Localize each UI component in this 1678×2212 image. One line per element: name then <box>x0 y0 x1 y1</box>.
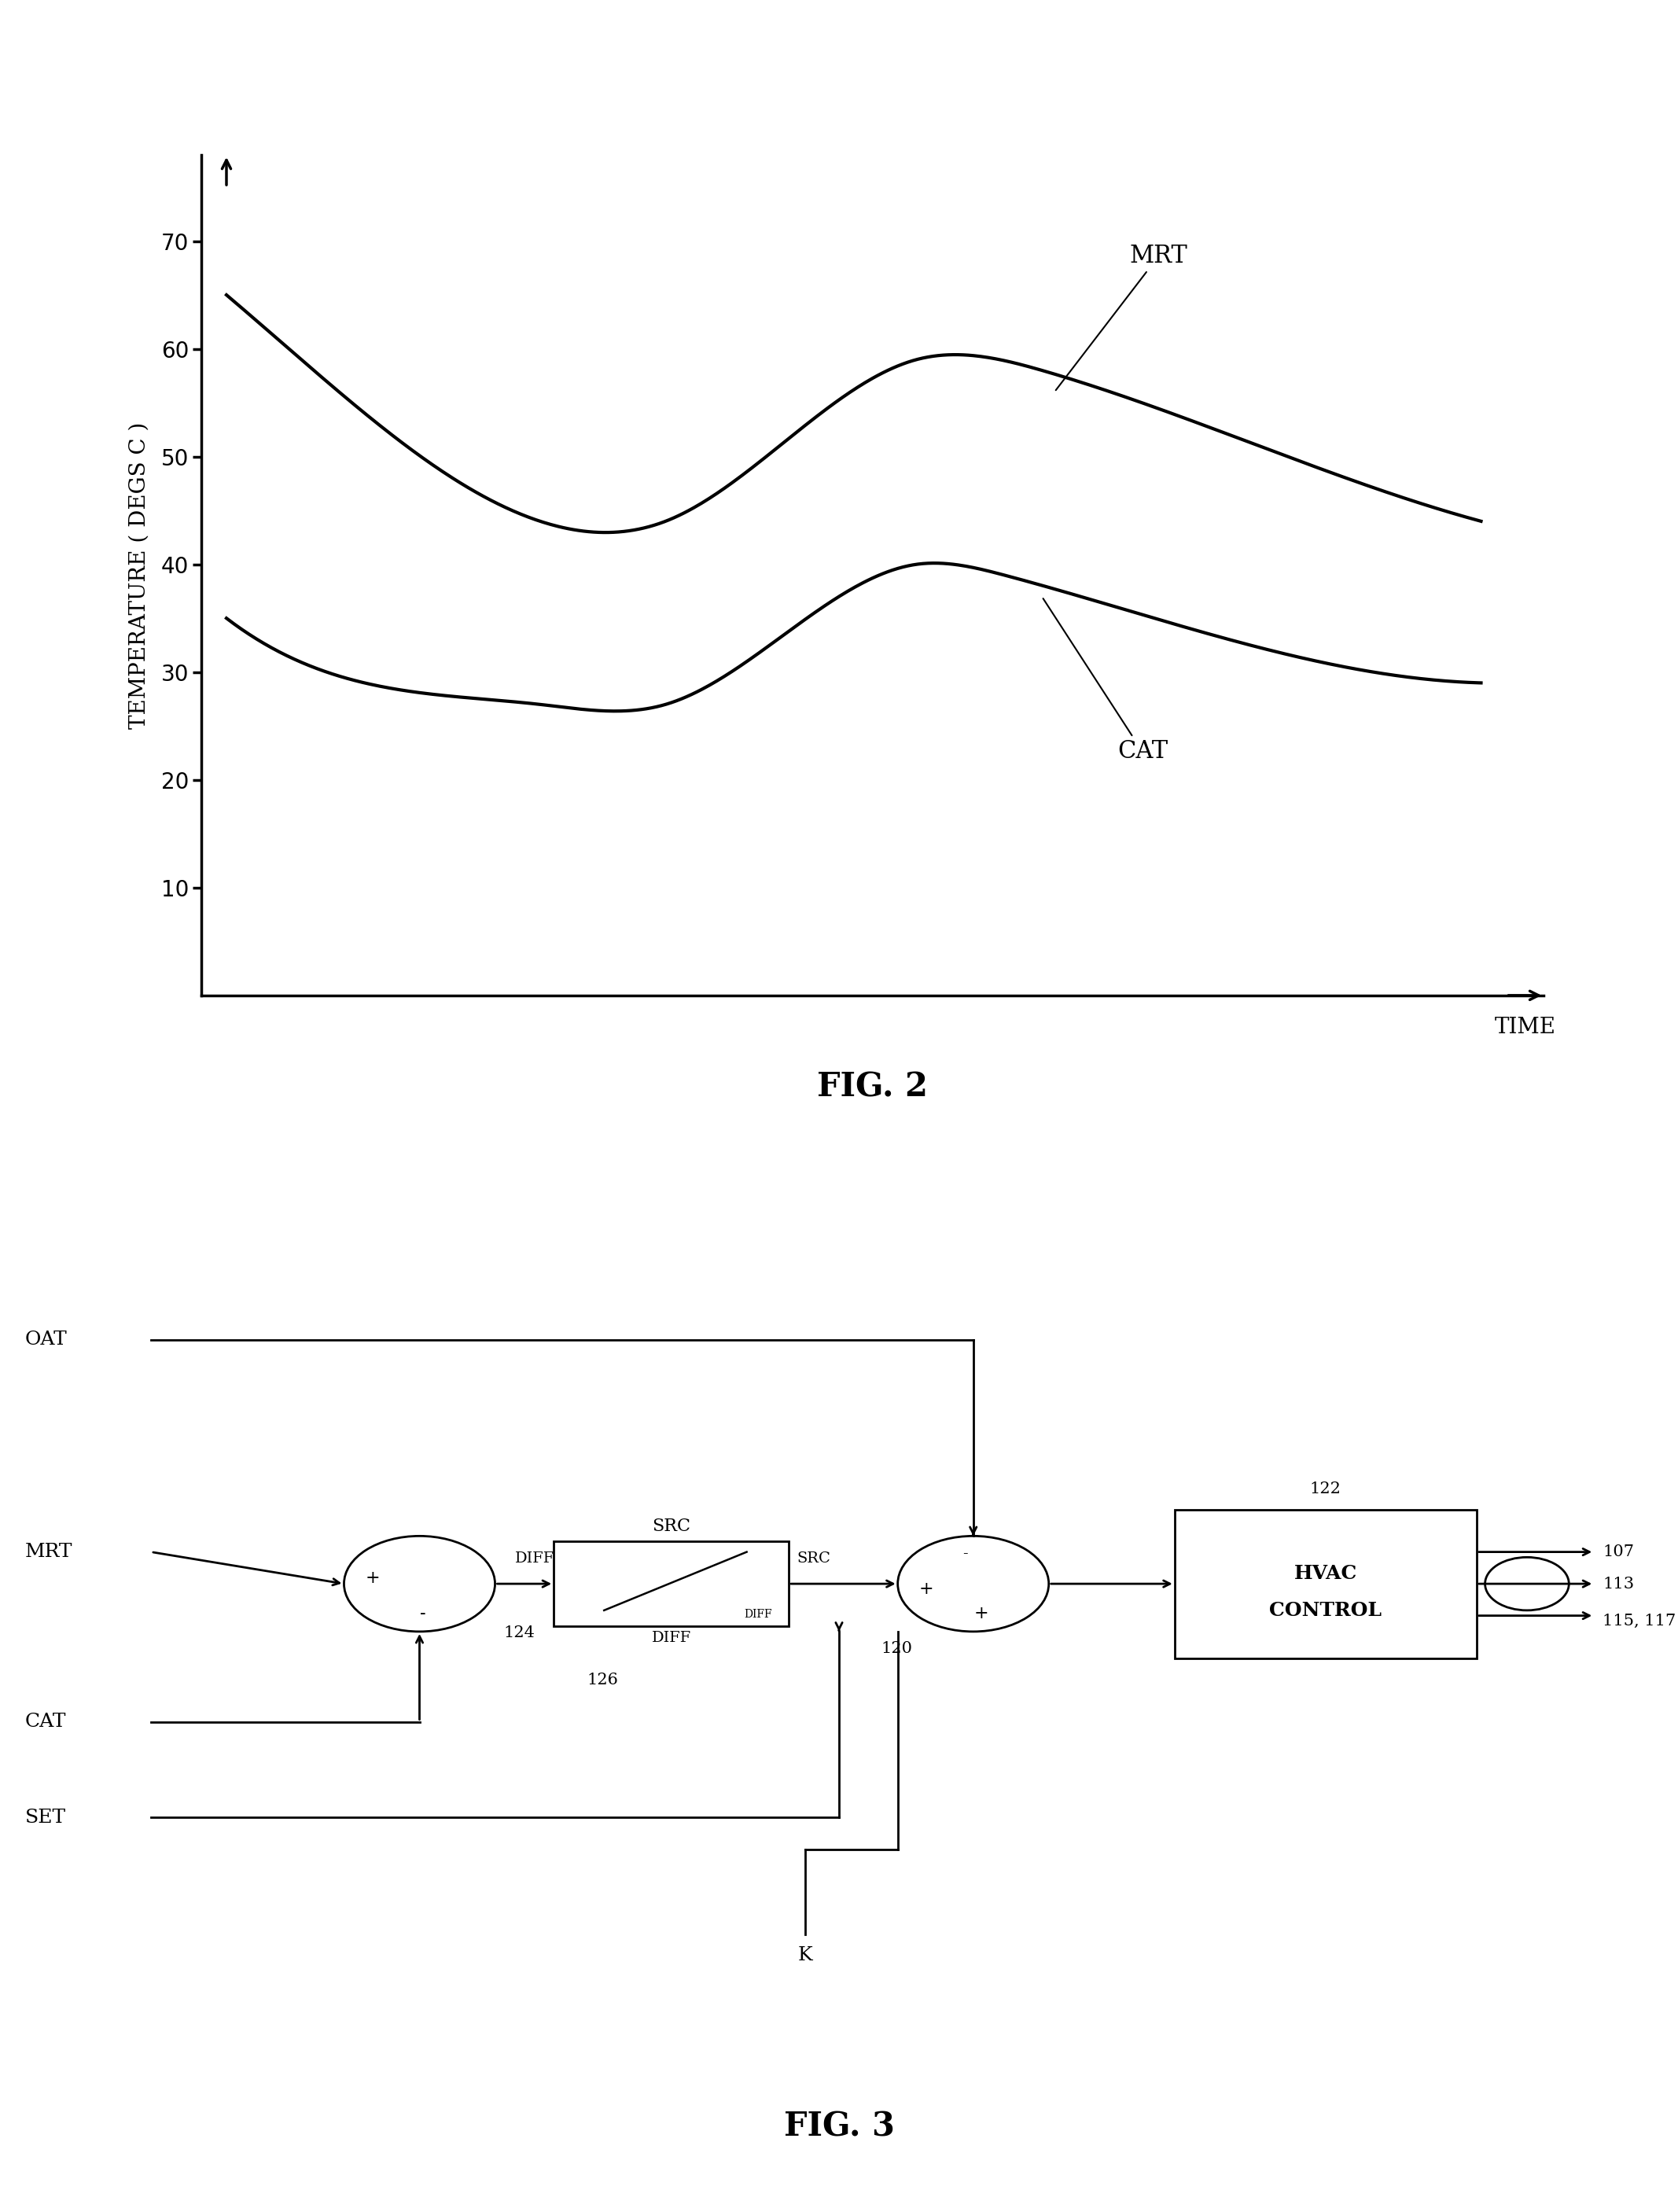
Text: OAT: OAT <box>25 1332 67 1349</box>
Text: DIFF: DIFF <box>743 1608 772 1619</box>
Y-axis label: TEMPERATURE ( DEGS C ): TEMPERATURE ( DEGS C ) <box>129 422 149 728</box>
Text: 122: 122 <box>1311 1482 1341 1498</box>
Text: 115, 117: 115, 117 <box>1602 1613 1676 1628</box>
Text: DIFF: DIFF <box>515 1551 555 1566</box>
Text: +: + <box>366 1571 379 1588</box>
Text: SRC: SRC <box>653 1517 690 1535</box>
Text: CAT: CAT <box>25 1712 67 1730</box>
Text: +: + <box>975 1606 988 1621</box>
Text: 126: 126 <box>587 1672 619 1688</box>
Text: K: K <box>799 1947 812 1964</box>
Text: CONTROL: CONTROL <box>1269 1601 1383 1619</box>
Text: FIG. 3: FIG. 3 <box>784 2110 894 2143</box>
Text: 120: 120 <box>881 1641 913 1657</box>
Text: MRT: MRT <box>25 1544 72 1562</box>
Text: MRT: MRT <box>1055 243 1188 389</box>
Bar <box>1175 1509 1477 1659</box>
Text: DIFF: DIFF <box>651 1630 691 1646</box>
Text: CAT: CAT <box>1044 599 1168 763</box>
Text: SET: SET <box>25 1809 65 1827</box>
Text: HVAC: HVAC <box>1294 1564 1358 1582</box>
Text: +: + <box>920 1579 933 1597</box>
Text: -: - <box>420 1606 426 1621</box>
Text: 124: 124 <box>503 1626 535 1639</box>
Text: 107: 107 <box>1602 1544 1634 1559</box>
Text: -: - <box>961 1546 968 1562</box>
Text: 113: 113 <box>1602 1577 1634 1590</box>
Text: FIG. 2: FIG. 2 <box>817 1071 928 1104</box>
Text: SRC: SRC <box>797 1551 831 1566</box>
Bar <box>554 1542 789 1626</box>
Text: TIME: TIME <box>1495 1018 1556 1037</box>
